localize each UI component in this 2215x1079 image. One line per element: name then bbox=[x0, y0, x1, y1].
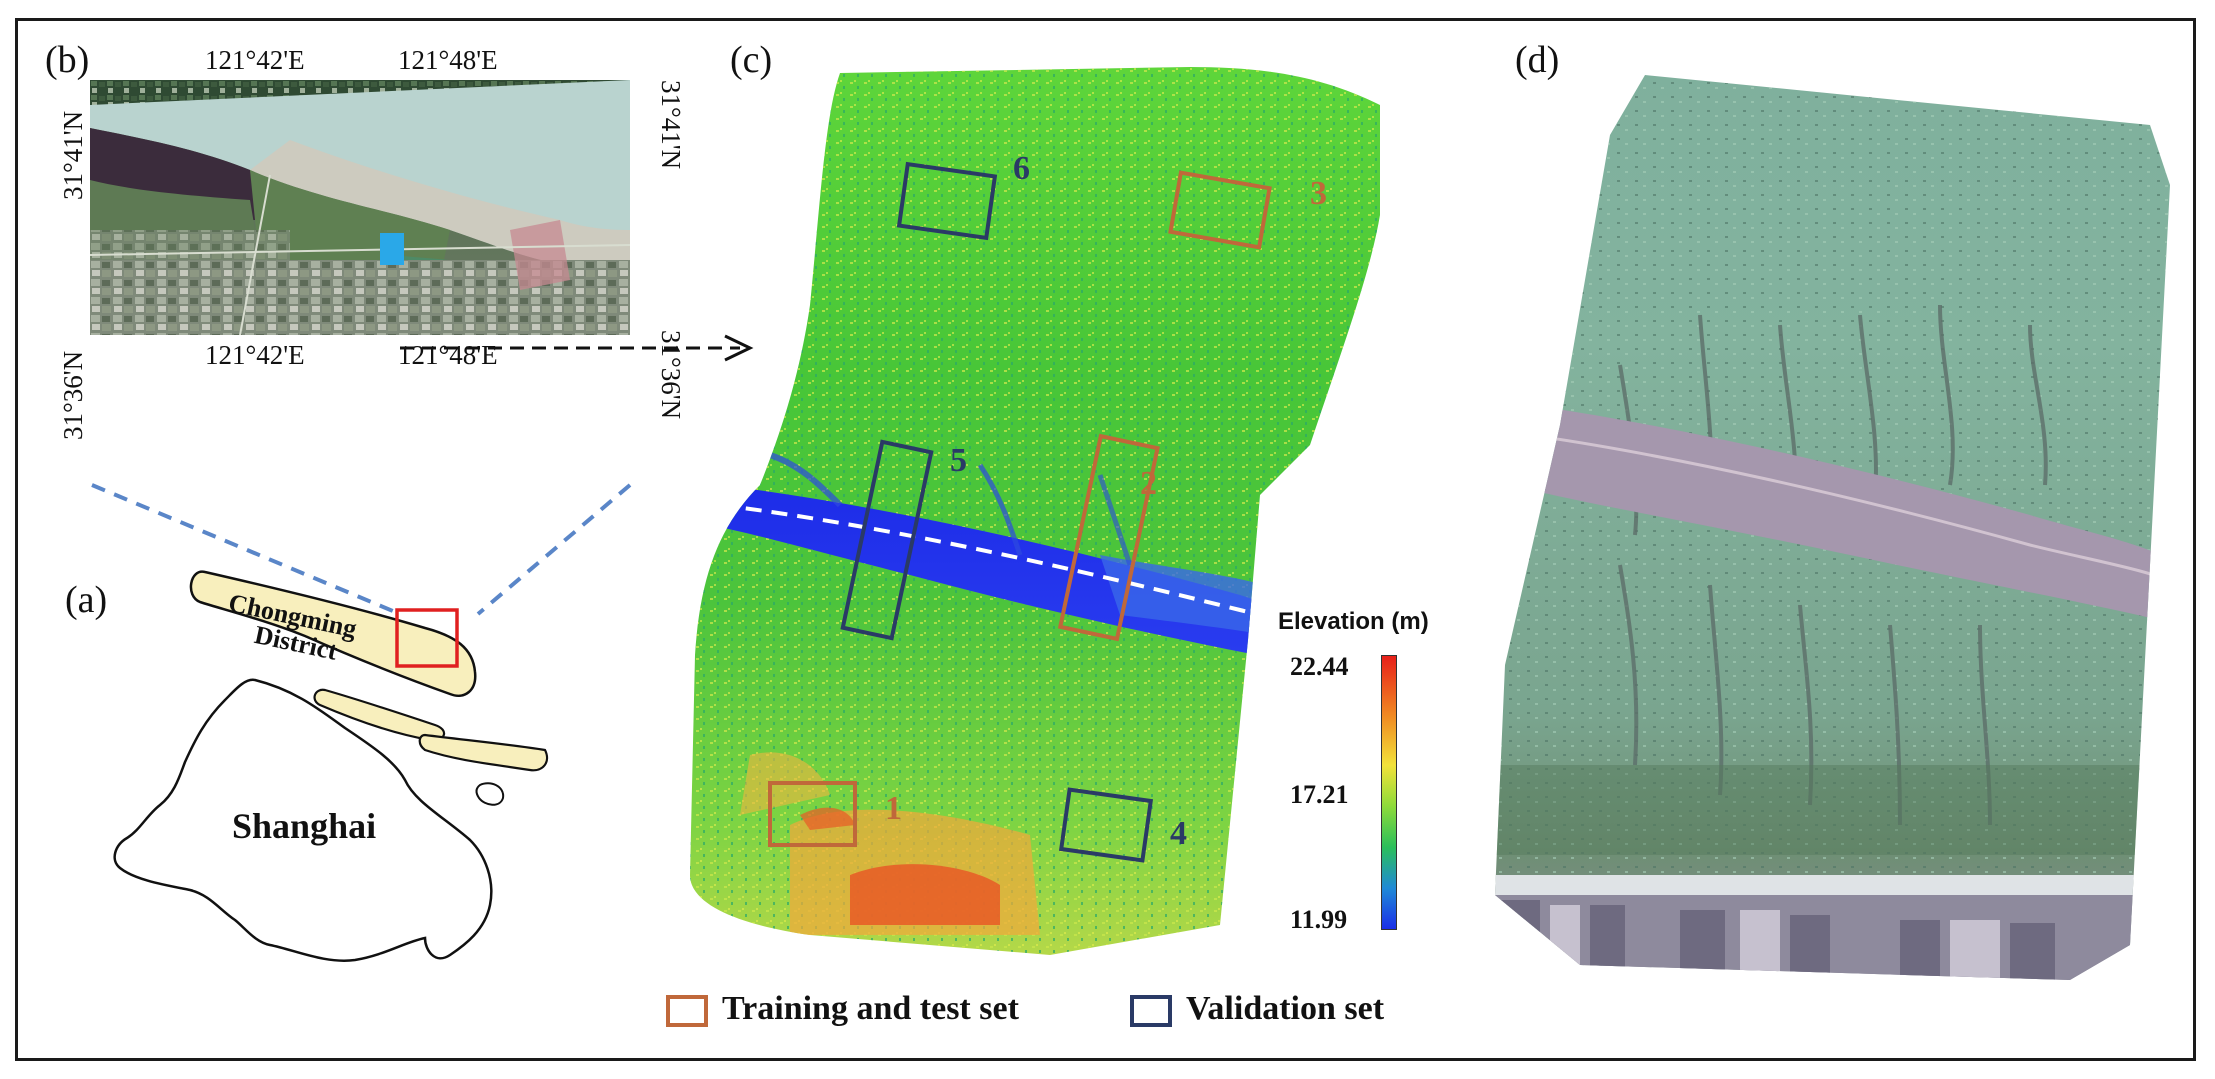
panel-label-d: (d) bbox=[1515, 39, 1560, 81]
study-area-box bbox=[395, 608, 459, 668]
shanghai-mainland bbox=[113, 678, 493, 962]
box-label-4: 4 bbox=[1170, 815, 1187, 852]
box-label-3: 3 bbox=[1310, 175, 1327, 212]
colorbar bbox=[1381, 655, 1397, 930]
satellite-image bbox=[90, 80, 630, 335]
box-label-6: 6 bbox=[1013, 150, 1030, 187]
box-label-2: 2 bbox=[1140, 465, 1157, 502]
colorbar-mid: 17.21 bbox=[1290, 780, 1349, 809]
legend-validation-swatch bbox=[1130, 995, 1172, 1027]
pointer-arrow bbox=[400, 334, 754, 362]
colorbar-min: 11.99 bbox=[1290, 905, 1348, 934]
box-label-5: 5 bbox=[950, 442, 967, 479]
elevation-map bbox=[690, 67, 1380, 955]
legend-training-label: Training and test set bbox=[722, 990, 1019, 1027]
city-label: Shanghai bbox=[232, 806, 377, 846]
shanghai-map bbox=[113, 570, 549, 962]
panel-label-c: (c) bbox=[730, 39, 773, 81]
study-site-marker bbox=[380, 233, 404, 265]
legend-training-swatch bbox=[666, 995, 708, 1027]
validation-box-4 bbox=[1058, 787, 1154, 863]
lon-label-top-1: 121°42'E bbox=[205, 45, 305, 75]
training-box-2 bbox=[1057, 433, 1160, 642]
lon-label-top-2: 121°48'E bbox=[398, 45, 498, 75]
validation-box-5 bbox=[840, 439, 934, 641]
legend-validation-label: Validation set bbox=[1186, 990, 1385, 1027]
training-box-3 bbox=[1168, 170, 1272, 250]
panel-label-b: (b) bbox=[45, 39, 90, 81]
lon-label-bottom-2: 121°48'E bbox=[398, 340, 498, 370]
box-label-1: 1 bbox=[885, 790, 902, 827]
orthophoto bbox=[1495, 75, 2170, 980]
validation-box-6 bbox=[896, 161, 998, 241]
lon-label-bottom-1: 121°42'E bbox=[205, 340, 305, 370]
training-box-1 bbox=[768, 781, 857, 847]
zoom-lines bbox=[91, 483, 632, 616]
colorbar-max: 22.44 bbox=[1290, 652, 1349, 681]
panel-label-a: (a) bbox=[65, 579, 108, 621]
colorbar-title: Elevation (m) bbox=[1278, 608, 1429, 635]
